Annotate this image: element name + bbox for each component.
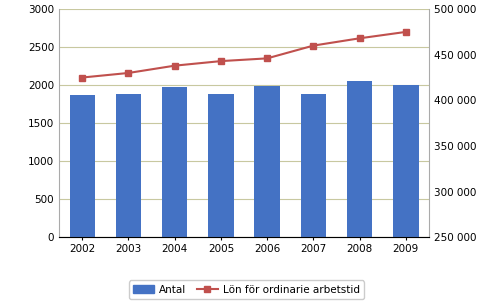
Bar xyxy=(393,85,419,237)
Lön för ordinarie arbetstid xyxy=(403,30,409,34)
Legend: Antal, Lön för ordinarie arbetstid: Antal, Lön för ordinarie arbetstid xyxy=(129,281,364,299)
Lön för ordinarie arbetstid xyxy=(172,64,177,67)
Bar xyxy=(254,85,280,237)
Bar xyxy=(116,94,141,237)
Lön för ordinarie arbetstid xyxy=(218,59,224,63)
Lön för ordinarie arbetstid xyxy=(311,44,317,47)
Bar xyxy=(162,87,187,237)
Bar xyxy=(208,94,234,237)
Bar xyxy=(301,94,326,237)
Bar xyxy=(347,81,372,237)
Lön för ordinarie arbetstid xyxy=(264,57,270,60)
Lön för ordinarie arbetstid xyxy=(79,76,85,79)
Line: Lön för ordinarie arbetstid: Lön för ordinarie arbetstid xyxy=(79,29,409,80)
Lön för ordinarie arbetstid xyxy=(356,36,362,40)
Lön för ordinarie arbetstid xyxy=(126,71,132,75)
Bar xyxy=(70,95,95,237)
